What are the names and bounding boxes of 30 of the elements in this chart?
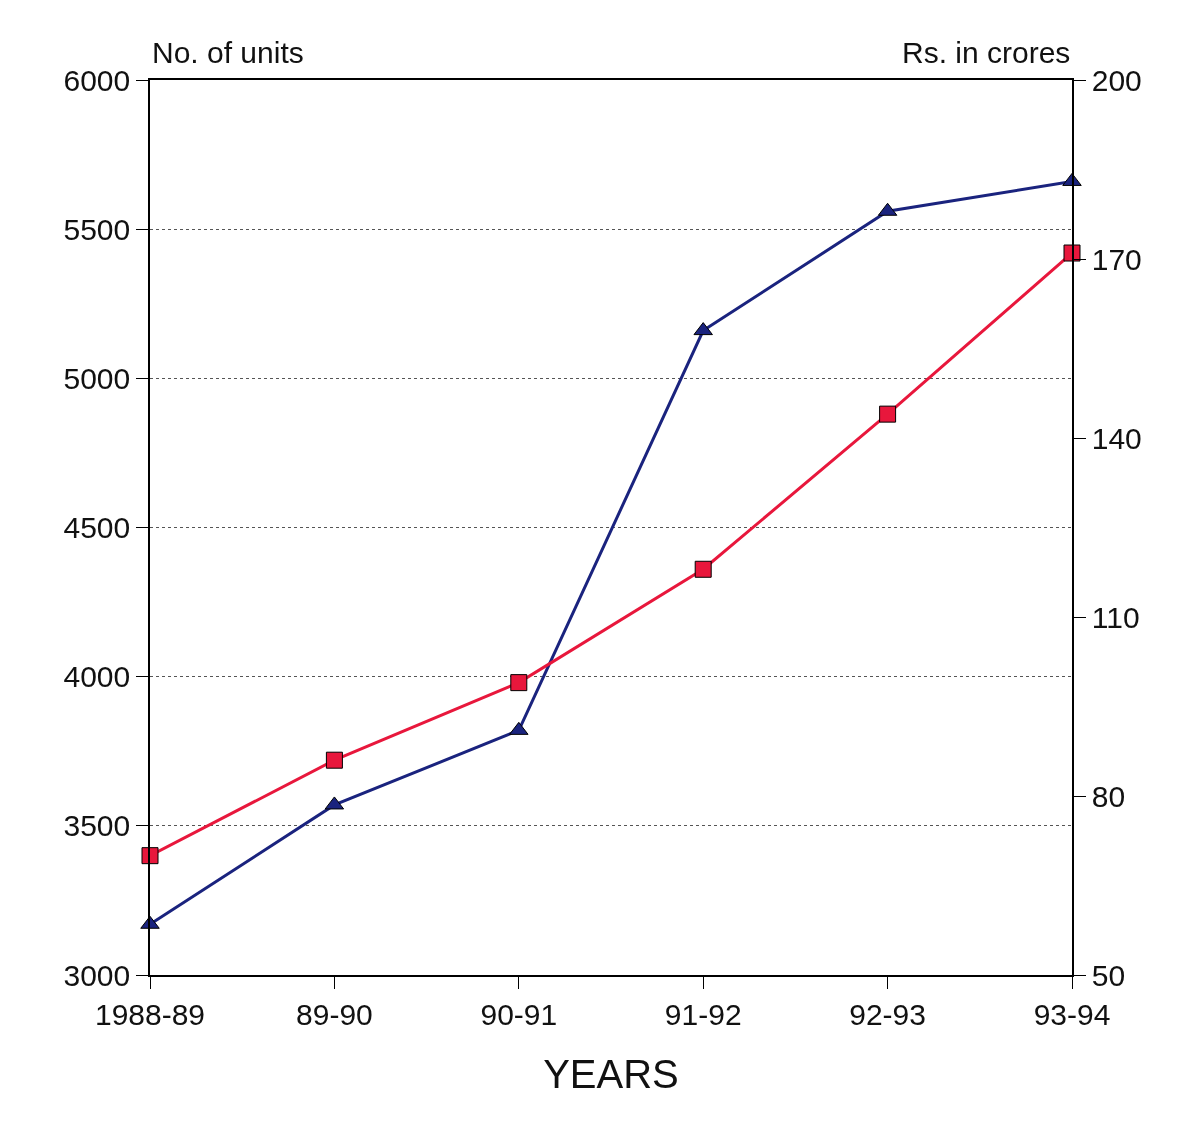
point [510,674,528,692]
y2-tick-label: 110 [1091,600,1140,634]
point [325,751,343,769]
y2-axis-title: Rs. in crores [902,36,1071,69]
point [693,322,713,336]
point [509,721,529,735]
y-tick-label: 5000 [63,361,131,395]
x-tick-label: 89-90 [296,997,373,1031]
x-tick-label: 91-92 [664,997,742,1031]
x-tick-label: 92-93 [849,997,926,1031]
y2-tick-label: 170 [1091,242,1142,276]
y-tick-label: 5500 [63,212,131,246]
y2-tick-label: 200 [1091,63,1142,97]
x-axis-title: YEARS [543,1051,679,1096]
x-tick-label: 90-91 [480,997,558,1031]
y2-tick-label: 140 [1091,421,1142,455]
x-tick-label: 1988-89 [94,997,206,1031]
y-tick-label: 3000 [63,958,131,992]
y2-tick-label: 50 [1091,958,1126,992]
y-tick-label: 4500 [63,511,131,544]
point [879,405,897,423]
y-tick-label: 3500 [63,809,131,843]
y-axis-title: No. of units [152,36,304,69]
y-tick-label: 4000 [63,660,131,694]
y-tick-label: 6000 [63,63,131,97]
point [1063,244,1081,262]
y2-tick-label: 80 [1091,779,1126,813]
x-tick-label: 93-94 [1033,997,1111,1031]
point [694,560,712,578]
point [141,847,159,865]
